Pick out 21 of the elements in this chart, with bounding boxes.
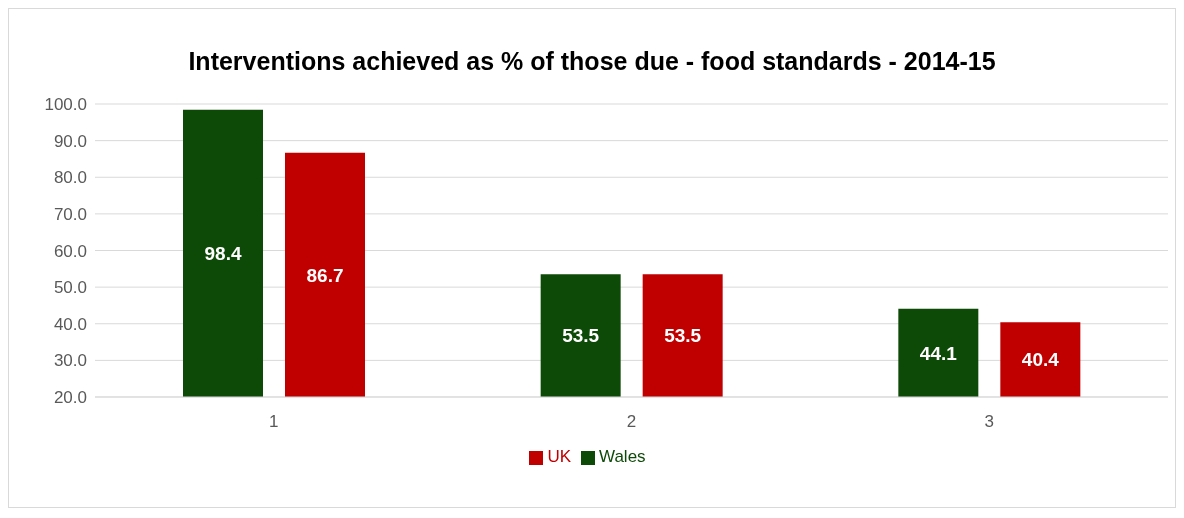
legend-label: UK: [547, 447, 571, 466]
legend-label: Wales: [599, 447, 646, 466]
data-label: 53.5: [664, 325, 702, 347]
data-label: 44.1: [919, 342, 958, 364]
data-label: 53.5: [562, 325, 600, 347]
y-tick-label: 20.0: [53, 388, 87, 408]
y-tick-label: 60.0: [53, 241, 87, 261]
data-label: 86.7: [306, 264, 344, 286]
x-tick-label: 2: [626, 412, 637, 432]
x-tick-label: 3: [984, 412, 994, 432]
data-label: 98.4: [204, 243, 242, 265]
y-tick-label: 100.0: [44, 95, 87, 115]
y-tick-label: 90.0: [53, 131, 87, 151]
data-label: 40.4: [1021, 349, 1060, 371]
y-tick-label: 40.0: [53, 314, 87, 334]
x-tick-label: 1: [269, 412, 279, 432]
y-tick-label: 70.0: [53, 204, 87, 224]
y-tick-label: 50.0: [53, 278, 87, 298]
chart-title: Interventions achieved as % of those due - food standards - 2014-15: [187, 47, 997, 76]
y-tick-label: 30.0: [53, 351, 87, 371]
y-tick-label: 80.0: [53, 168, 87, 188]
